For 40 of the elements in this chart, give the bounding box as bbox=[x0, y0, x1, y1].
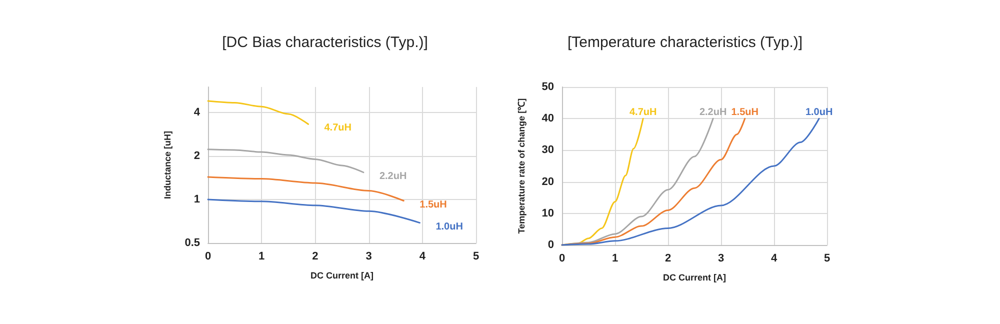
x-tick-label: 5 bbox=[824, 252, 830, 264]
series-label: 1.5uH bbox=[420, 199, 447, 210]
x-axis-title: DC Current [A] bbox=[663, 272, 726, 282]
series-label: 1.0uH bbox=[805, 107, 833, 118]
y-tick-label: 4 bbox=[194, 106, 201, 118]
y-tick-label: 2 bbox=[194, 150, 200, 162]
series-label: 1.0uH bbox=[436, 221, 463, 232]
x-tick-label: 3 bbox=[366, 250, 372, 262]
x-tick-label: 0 bbox=[558, 252, 566, 264]
x-axis-title: DC Current [A] bbox=[310, 270, 374, 280]
chart-title: [DC Bias characteristics (Typ.)] bbox=[222, 34, 428, 51]
y-tick-label: 50 bbox=[542, 81, 554, 93]
x-tick-label: 3 bbox=[718, 252, 724, 264]
y-tick-label: 20 bbox=[542, 176, 554, 188]
line-series bbox=[207, 148, 364, 174]
line-series bbox=[561, 118, 820, 246]
x-tick-label: 5 bbox=[472, 250, 480, 262]
series-label: 2.2uH bbox=[379, 170, 407, 182]
y-tick-label: 0.5 bbox=[184, 237, 200, 249]
x-tick-label: 0 bbox=[204, 250, 212, 262]
y-axis-title: Temperature rate of change [℃] bbox=[516, 98, 526, 234]
chart-title: [Temperature characteristics (Typ.)] bbox=[567, 34, 803, 51]
y-tick-label: 0 bbox=[548, 239, 554, 251]
y-axis-title: Inductance [uH] bbox=[162, 130, 172, 200]
series-label: 4.7uH bbox=[629, 107, 657, 118]
series-label: 2.2uH bbox=[699, 107, 727, 118]
y-tick-label: 10 bbox=[542, 207, 554, 220]
x-tick-label: 2 bbox=[664, 252, 672, 264]
x-tick-label: 1 bbox=[612, 252, 618, 264]
y-tick-label: 30 bbox=[542, 144, 554, 156]
x-tick-label: 2 bbox=[312, 250, 318, 262]
x-tick-label: 4 bbox=[419, 250, 426, 262]
series-label: 1.5uH bbox=[731, 107, 758, 118]
x-tick-label: 1 bbox=[258, 250, 265, 262]
series-label: 4.7uH bbox=[324, 122, 352, 134]
line-series bbox=[207, 100, 309, 125]
y-tick-label: 1 bbox=[194, 193, 200, 206]
x-tick-label: 4 bbox=[770, 252, 778, 264]
line-series bbox=[207, 198, 420, 224]
y-tick-label: 40 bbox=[542, 112, 554, 125]
